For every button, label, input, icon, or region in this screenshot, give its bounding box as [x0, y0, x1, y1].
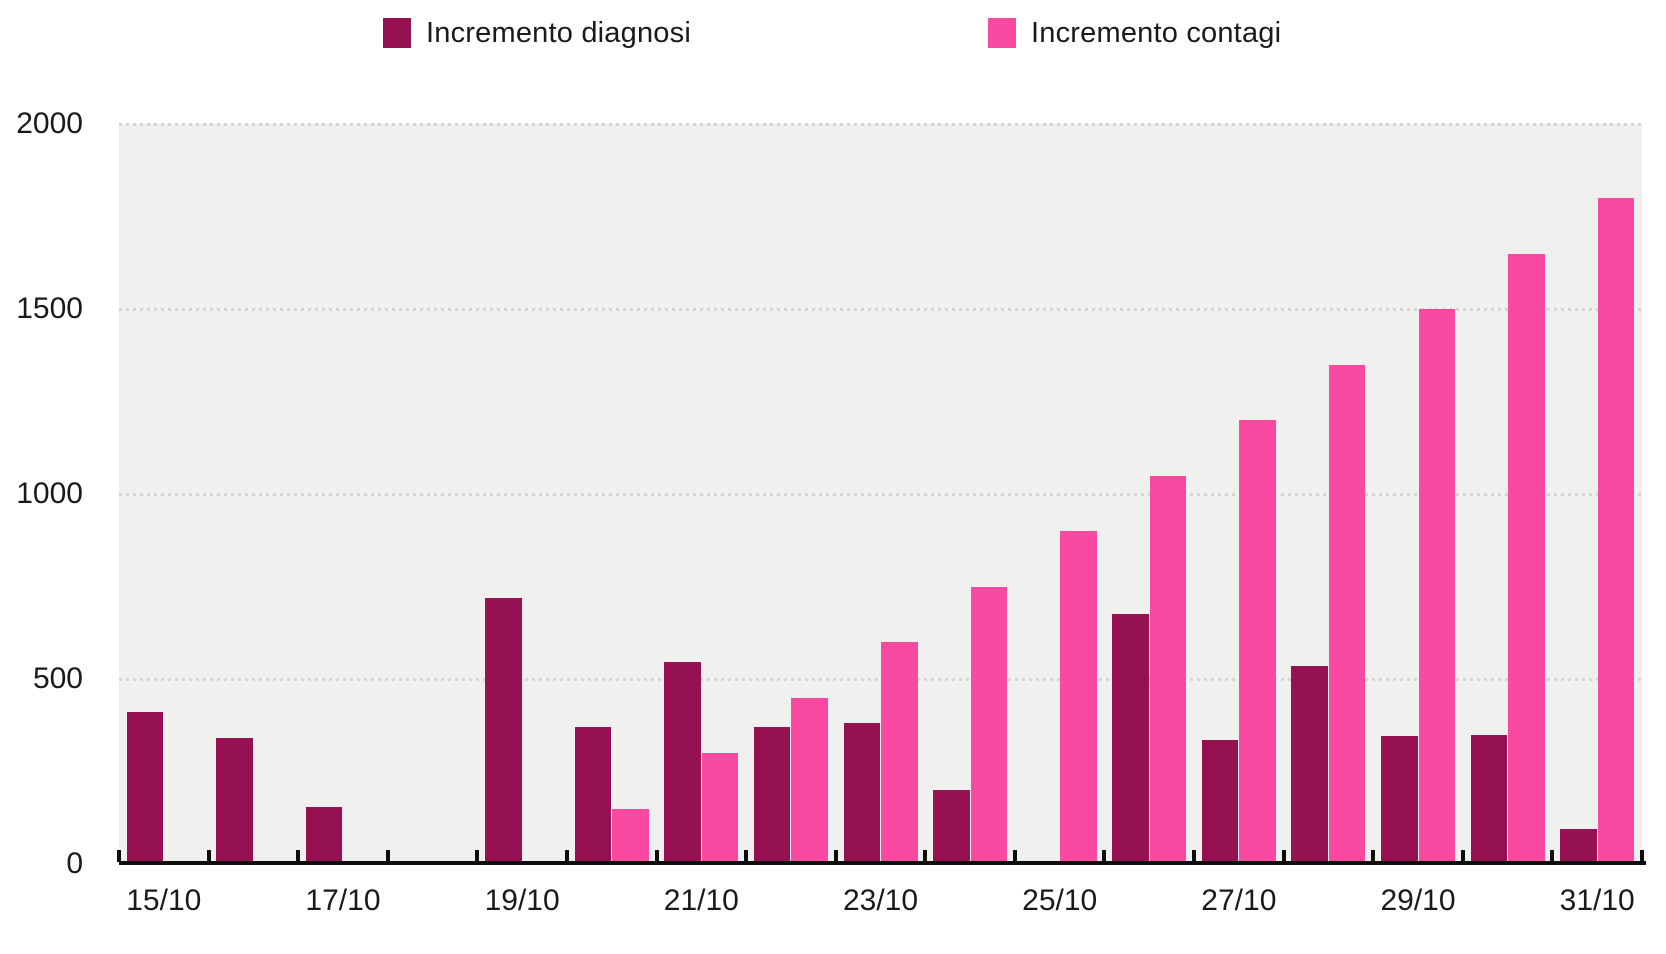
x-tick-mark — [744, 850, 749, 862]
legend-label-diagnosi: Incremento diagnosi — [426, 17, 691, 49]
gridline-1500 — [119, 308, 1642, 311]
bar-contagi-21/10 — [701, 753, 739, 864]
bar-diagnosi-26/10 — [1112, 614, 1149, 864]
x-tick-mark — [654, 850, 659, 862]
x-axis-tick-label-31/10: 31/10 — [1559, 884, 1635, 917]
bar-contagi-29/10 — [1418, 309, 1456, 864]
bar-diagnosi-15/10 — [126, 712, 164, 864]
y-axis-tick-label-500: 500 — [32, 662, 83, 695]
legend-swatch-diagnosi — [383, 18, 411, 48]
y-axis-tick-label-1000: 1000 — [16, 477, 83, 510]
x-tick-mark — [1012, 850, 1017, 862]
bar-diagnosi-23/10 — [843, 723, 880, 864]
gridline-500 — [119, 678, 1642, 681]
bar-diagnosi-20/10 — [574, 727, 612, 864]
bar-diagnosi-16/10 — [216, 738, 253, 864]
x-axis-tick-label-27/10: 27/10 — [1201, 884, 1277, 917]
bar-diagnosi-21/10 — [664, 662, 701, 864]
bar-contagi-28/10 — [1328, 364, 1366, 864]
x-axis-tick-label-23/10: 23/10 — [842, 884, 919, 917]
x-axis-tick-label-17/10: 17/10 — [305, 884, 381, 917]
plot-area — [119, 123, 1642, 864]
y-axis-tick-label-2000: 2000 — [16, 107, 83, 140]
bar-contagi-23/10 — [881, 642, 918, 864]
bar-diagnosi-30/10 — [1470, 734, 1508, 864]
y-axis-tick-label-1500: 1500 — [16, 292, 83, 325]
x-axis-tick-label-29/10: 29/10 — [1380, 884, 1456, 917]
bar-diagnosi-31/10 — [1560, 828, 1597, 864]
bar-diagnosi-17/10 — [305, 806, 343, 864]
x-tick-mark — [1102, 850, 1107, 862]
x-axis-tick-label-25/10: 25/10 — [1022, 884, 1098, 917]
x-tick-mark — [1640, 850, 1644, 862]
bar-diagnosi-29/10 — [1381, 736, 1418, 864]
bar-diagnosi-27/10 — [1201, 740, 1239, 864]
legend-label-contagi: Incremento contagi — [1031, 17, 1282, 49]
bar-contagi-24/10 — [970, 586, 1008, 864]
legend-swatch-contagi — [988, 18, 1016, 48]
bar-diagnosi-19/10 — [485, 597, 522, 864]
x-tick-mark — [833, 850, 838, 862]
x-tick-mark — [1192, 850, 1197, 862]
bar-diagnosi-22/10 — [753, 727, 791, 864]
bar-diagnosi-28/10 — [1291, 666, 1328, 864]
x-tick-mark — [1460, 850, 1465, 862]
x-tick-mark — [206, 850, 211, 862]
x-tick-mark — [1281, 850, 1286, 862]
legend-item-contagi: Incremento contagi — [988, 16, 1281, 50]
x-axis-line — [119, 861, 1646, 865]
legend-item-diagnosi: Incremento diagnosi — [383, 16, 691, 50]
bar-contagi-22/10 — [791, 697, 828, 864]
x-tick-mark — [117, 850, 121, 862]
y-axis-tick-label-0: 0 — [66, 847, 83, 880]
x-tick-mark — [1371, 850, 1376, 862]
x-axis-tick-label-21/10: 21/10 — [663, 884, 739, 917]
bar-contagi-31/10 — [1597, 198, 1635, 864]
x-axis-tick-label-19/10: 19/10 — [484, 884, 560, 917]
x-axis-tick-label-15/10: 15/10 — [126, 884, 202, 917]
x-tick-mark — [1550, 850, 1555, 862]
x-tick-mark — [296, 850, 301, 862]
bar-contagi-30/10 — [1508, 253, 1545, 864]
bar-contagi-20/10 — [612, 808, 649, 864]
gridline-2000 — [119, 123, 1642, 126]
bar-contagi-25/10 — [1060, 531, 1097, 864]
bar-contagi-27/10 — [1239, 420, 1276, 864]
bar-contagi-26/10 — [1149, 475, 1187, 864]
gridline-1000 — [119, 493, 1642, 496]
x-tick-mark — [385, 850, 390, 862]
bar-diagnosi-24/10 — [933, 790, 970, 864]
x-tick-mark — [475, 850, 480, 862]
x-tick-mark — [564, 850, 569, 862]
x-tick-mark — [923, 850, 928, 862]
